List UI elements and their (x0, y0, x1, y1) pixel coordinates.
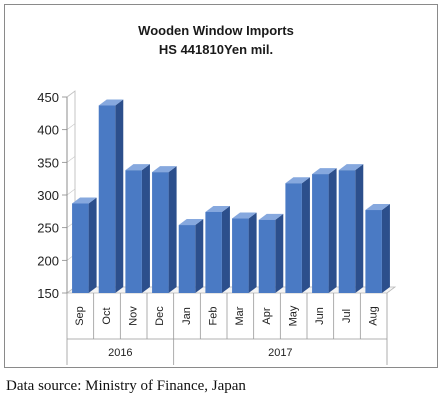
bar-front-Jan (178, 225, 196, 293)
bar-front-Jun (312, 174, 329, 293)
bar-Nov (125, 164, 150, 293)
bar-top-Jun (312, 168, 337, 175)
y-gridstub-350 (66, 156, 76, 163)
chart-subtitle: HS 441810Yen mil. (159, 42, 273, 57)
x-tick-label-Sep: Sep (74, 306, 86, 326)
y-tick-label-250: 250 (37, 221, 59, 236)
y-gridstub-300 (66, 188, 76, 196)
bar-front-Dec (152, 172, 169, 293)
x-tick-label-Apr: Apr (261, 307, 273, 324)
bar-side-Mar (248, 212, 257, 293)
bar-top-Aug (365, 204, 390, 211)
y-gridstub-450 (66, 90, 76, 98)
y-tick-label-400: 400 (37, 123, 59, 138)
bar-Jun (312, 168, 337, 293)
bar-top-Sep (72, 197, 97, 204)
bar-Jul (338, 164, 364, 293)
bar-Oct (98, 99, 124, 293)
bar-top-Nov (125, 164, 150, 171)
bar-top-Apr (258, 213, 284, 220)
bar-side-Jul (355, 164, 364, 293)
bar-Mar (232, 212, 257, 293)
bar-front-Aug (365, 210, 382, 293)
x-tick-label-Feb: Feb (208, 307, 220, 326)
bar-front-Mar (232, 218, 249, 293)
bar-side-Apr (275, 213, 284, 293)
labels-layer: 150 200 250 300 350 400 450 Sep Oct Nov Dec Jan Feb M… (37, 90, 379, 359)
bar-May (285, 177, 310, 293)
bar-side-Nov (141, 164, 150, 293)
bar-side-May (301, 177, 310, 293)
chart-svg: Wooden Window Imports HS 441810Yen mil. … (37, 23, 397, 365)
bar-front-Nov (125, 170, 142, 293)
bar-side-Aug (381, 204, 390, 293)
bar-top-Mar (232, 212, 257, 219)
bar-top-Oct (98, 99, 124, 106)
bar-side-Jan (195, 219, 204, 293)
group-label-2017: 2017 (268, 347, 292, 359)
bar-front-Jul (338, 170, 356, 293)
x-tick-label-Nov: Nov (128, 306, 140, 326)
bar-front-Feb (205, 211, 222, 293)
bar-top-Feb (205, 205, 230, 212)
bar-side-Sep (88, 197, 97, 293)
chart-title: Wooden Window Imports (138, 23, 294, 38)
chart-frame: Wooden Window Imports HS 441810Yen mil. … (4, 4, 438, 368)
bar-front-Oct (98, 105, 116, 293)
bar-top-Dec (152, 166, 177, 173)
bar-Feb (205, 205, 230, 293)
bar-Jan (178, 219, 204, 293)
x-tick-label-Oct: Oct (101, 307, 113, 324)
y-gridstub-400 (66, 123, 76, 130)
bar-side-Jun (328, 168, 337, 293)
bar-side-Dec (168, 166, 177, 293)
x-tick-label-Dec: Dec (154, 306, 166, 326)
x-tick-label-May: May (288, 305, 300, 326)
bar-Dec (152, 166, 177, 293)
bar-top-Jul (338, 164, 364, 171)
bar-Apr (258, 213, 284, 293)
x-tick-label-Jun: Jun (314, 307, 326, 325)
y-tick-label-150: 150 (37, 286, 59, 301)
bar-front-May (285, 183, 302, 293)
bar-top-May (285, 177, 310, 184)
y-tick-label-300: 300 (37, 188, 59, 203)
y-tick-label-350: 350 (37, 155, 59, 170)
x-tick-label-Mar: Mar (234, 306, 246, 325)
source-note: Data source: Ministry of Finance, Japan (6, 378, 246, 394)
bar-top-Jan (178, 219, 204, 226)
bar-Aug (365, 204, 390, 293)
x-tick-label-Jan: Jan (181, 307, 193, 325)
bar-front-Apr (258, 219, 276, 293)
x-tick-label-Aug: Aug (368, 306, 380, 326)
bar-side-Oct (115, 99, 124, 293)
y-tick-label-450: 450 (37, 90, 59, 105)
group-label-2016: 2016 (108, 347, 132, 359)
x-tick-label-Jul: Jul (341, 309, 353, 323)
bar-Sep (72, 197, 97, 293)
y-tick-label-200: 200 (37, 253, 59, 268)
bar-side-Feb (221, 205, 230, 293)
bar-front-Sep (72, 203, 89, 293)
bars-layer (72, 99, 390, 293)
